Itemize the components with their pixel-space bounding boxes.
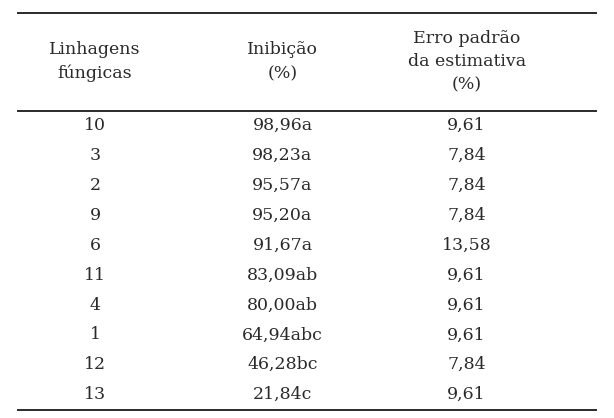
Text: 64,94abc: 64,94abc xyxy=(242,326,323,344)
Text: 3: 3 xyxy=(90,147,101,164)
Text: Linhagens
fúngicas: Linhagens fúngicas xyxy=(49,41,141,82)
Text: 6: 6 xyxy=(90,237,101,254)
Text: Inibição
(%): Inibição (%) xyxy=(247,41,318,82)
Text: 91,67a: 91,67a xyxy=(252,237,313,254)
Text: 9,61: 9,61 xyxy=(448,267,486,284)
Text: 9: 9 xyxy=(90,207,101,224)
Text: 1: 1 xyxy=(90,326,101,344)
Text: 13,58: 13,58 xyxy=(441,237,492,254)
Text: 98,23a: 98,23a xyxy=(252,147,313,164)
Text: 9,61: 9,61 xyxy=(448,386,486,403)
Text: 13: 13 xyxy=(84,386,106,403)
Text: 7,84: 7,84 xyxy=(448,207,486,224)
Text: 46,28bc: 46,28bc xyxy=(247,356,317,373)
Text: 80,00ab: 80,00ab xyxy=(247,296,318,314)
Text: 98,96a: 98,96a xyxy=(252,117,313,134)
Text: 9,61: 9,61 xyxy=(448,326,486,344)
Text: 9,61: 9,61 xyxy=(448,117,486,134)
Text: 83,09ab: 83,09ab xyxy=(247,267,318,284)
Text: Erro padrão
da estimativa
(%): Erro padrão da estimativa (%) xyxy=(408,30,526,94)
Text: 95,20a: 95,20a xyxy=(252,207,313,224)
Text: 4: 4 xyxy=(90,296,101,314)
Text: 2: 2 xyxy=(90,177,101,194)
Text: 10: 10 xyxy=(84,117,106,134)
Text: 95,57a: 95,57a xyxy=(252,177,313,194)
Text: 7,84: 7,84 xyxy=(448,177,486,194)
Text: 7,84: 7,84 xyxy=(448,356,486,373)
Text: 11: 11 xyxy=(84,267,106,284)
Text: 12: 12 xyxy=(84,356,106,373)
Text: 21,84c: 21,84c xyxy=(253,386,312,403)
Text: 9,61: 9,61 xyxy=(448,296,486,314)
Text: 7,84: 7,84 xyxy=(448,147,486,164)
